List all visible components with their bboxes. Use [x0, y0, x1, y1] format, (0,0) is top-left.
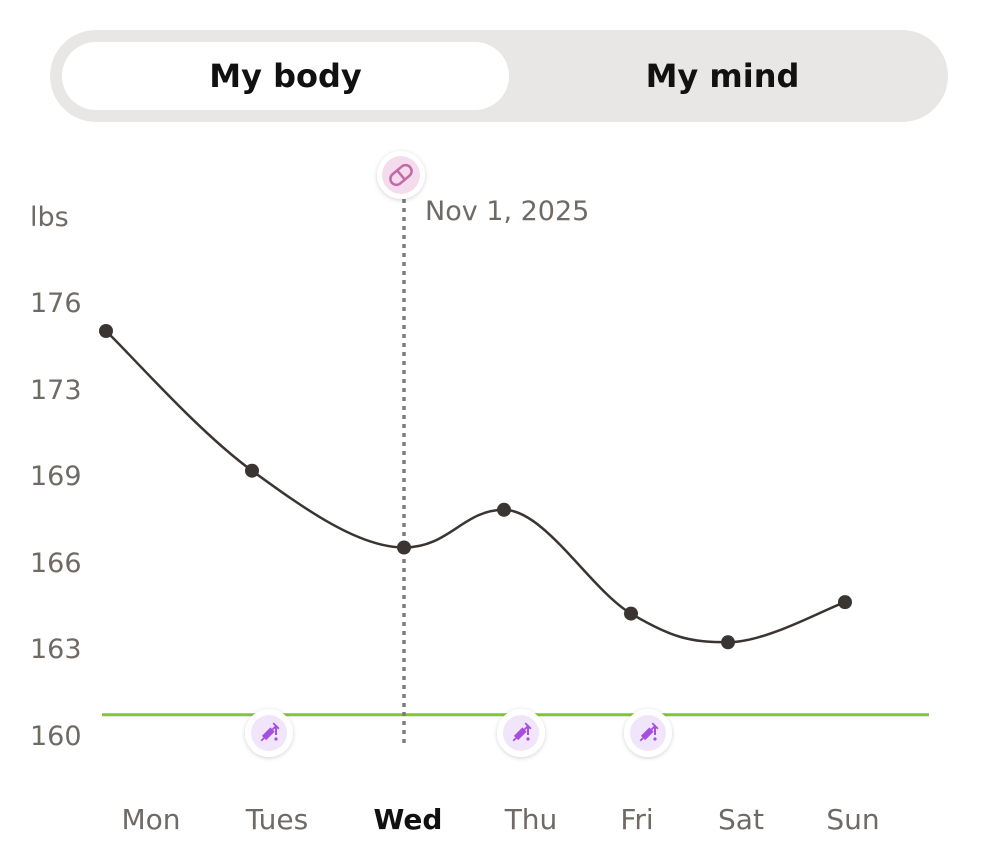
syringe-icon: [512, 722, 532, 742]
data-point[interactable]: [245, 463, 259, 478]
x-tick-label-fri[interactable]: Fri: [620, 803, 653, 836]
y-axis-label: lbs: [30, 202, 69, 233]
x-tick-label-thu[interactable]: Thu: [504, 803, 558, 836]
tab-my-body[interactable]: My body: [62, 42, 509, 110]
syringe-icon: [260, 722, 280, 742]
y-tick-label: 176: [30, 288, 82, 319]
y-tick-label: 166: [30, 548, 82, 579]
tab-my-mind[interactable]: My mind: [645, 57, 800, 95]
y-tick-label: 169: [30, 461, 82, 492]
syringe-icon: [639, 722, 659, 742]
y-tick-label: 173: [30, 375, 82, 406]
x-tick-label-sat[interactable]: Sat: [718, 803, 764, 836]
x-tick-label-wed[interactable]: Wed: [374, 803, 443, 836]
x-tick-label-mon[interactable]: Mon: [121, 803, 180, 836]
selected-date-label: Nov 1, 2025: [425, 196, 589, 227]
data-point[interactable]: [99, 324, 113, 338]
data-point[interactable]: [497, 502, 511, 517]
data-point[interactable]: [397, 540, 411, 555]
data-point[interactable]: [721, 635, 735, 650]
weight-series-line: [105, 330, 846, 644]
body-mind-toggle: My body My mind: [50, 30, 948, 122]
pill-icon: [389, 163, 413, 187]
x-tick-label-sun[interactable]: Sun: [826, 803, 879, 836]
data-point[interactable]: [838, 595, 852, 610]
y-tick-label: 160: [30, 721, 82, 752]
y-tick-label: 163: [30, 634, 82, 665]
x-tick-label-tues[interactable]: Tues: [245, 803, 308, 836]
data-point[interactable]: [624, 606, 638, 621]
